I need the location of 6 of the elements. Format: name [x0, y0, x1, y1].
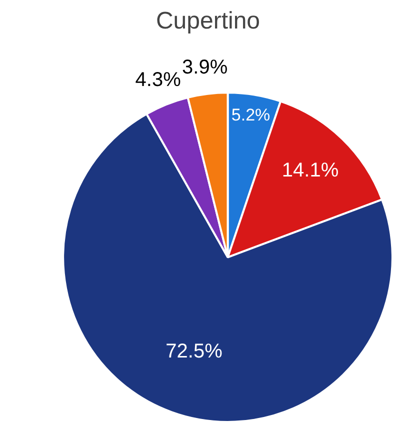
- data-label: 4.3%: [135, 68, 182, 91]
- data-label: 3.9%: [182, 56, 228, 79]
- data-label: 72.5%: [166, 340, 223, 363]
- data-label: 14.1%: [282, 160, 339, 182]
- data-label: 5.2%: [231, 106, 270, 125]
- chart-title: Cupertino: [156, 8, 260, 34]
